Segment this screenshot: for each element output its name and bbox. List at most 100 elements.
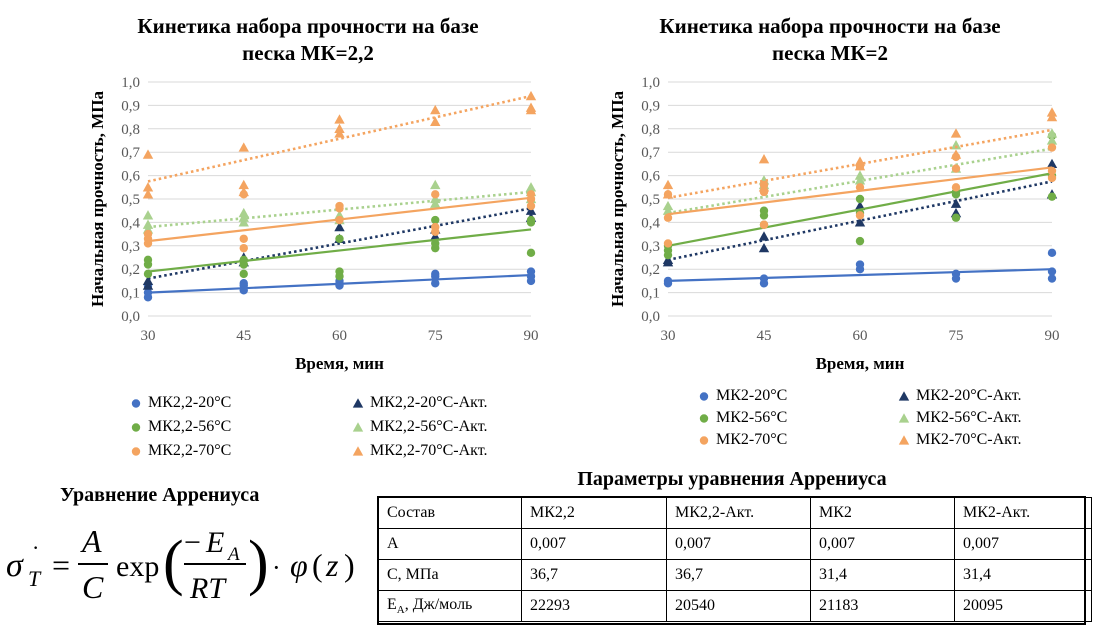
left-chart-legend-item: МК2,2-70°C-Акт. [352, 441, 488, 461]
right-chart-y-tick-label: 0,2 [641, 262, 660, 278]
svg-text:·: · [32, 535, 39, 560]
left-chart-y-axis-label: Начальная прочность, МПа [88, 91, 107, 307]
left-chart-legend-label: МК2,2-56°C [148, 418, 232, 435]
right-chart-data-point [758, 231, 770, 241]
ea-sub: A [396, 604, 405, 617]
right-chart-data-point [759, 206, 769, 215]
arrhenius-params-table: Состав МК2,2 МК2,2-Акт. МК2 МК2-Акт. A 0… [378, 497, 1092, 622]
right-chart-data-point [759, 220, 769, 229]
table-cell: 31,4 [810, 559, 955, 591]
right-chart-data-point [662, 200, 674, 211]
svg-text:=: = [52, 547, 70, 583]
left-chart-data-point [430, 116, 441, 126]
left-chart-legend-marker [352, 446, 364, 456]
right-chart-legend-label: МК2-56°C-Акт. [916, 409, 1022, 426]
left-chart-data-point [526, 201, 536, 211]
right-chart-legend-item: МК2-70°C-Акт. [898, 430, 1022, 450]
left-chart-data-point [431, 222, 440, 232]
left-chart-legend-marker [131, 399, 141, 408]
right-chart-legend-label: МК2-20°C [716, 387, 788, 404]
left-chart-legend-marker-shape [352, 446, 364, 456]
left-chart-data-point [143, 229, 153, 239]
left-chart-x-tick-label: 45 [236, 328, 251, 344]
left-chart-data-point [431, 269, 440, 279]
left-chart-legend-item: МК2,2-20°C-Акт. [352, 393, 488, 413]
right-chart-x-tick-label: 30 [661, 328, 676, 344]
left-chart-trendline [147, 94, 532, 183]
left-chart-data-point [431, 190, 440, 199]
table-cell: 36,7 [666, 559, 811, 591]
left-chart-data-point [526, 267, 536, 276]
right-chart-legend-item: МК2-20°C [698, 386, 787, 406]
left-chart-x-tick-label: 60 [332, 328, 347, 344]
table-cell: 0,007 [954, 528, 1092, 560]
table-cell: 22293 [521, 590, 667, 622]
right-chart-legend-label: МК2-70°C [716, 431, 788, 448]
left-chart-data-point [334, 114, 345, 124]
right-chart-trendline [667, 180, 1053, 262]
right-chart-legend-marker-shape [699, 436, 709, 445]
svg-text:σ: σ [6, 547, 24, 584]
right-chart-y-axis-label: Начальная прочность, МПа [608, 91, 627, 307]
right-chart-x-tick-label: 75 [949, 328, 964, 344]
left-chart-data-point [238, 212, 249, 222]
right-chart-data-point [1046, 107, 1058, 117]
right-chart-data-point [1047, 274, 1057, 283]
left-chart-trendline [147, 190, 532, 229]
right-chart-data-point [950, 198, 962, 208]
right-chart-data-point [951, 183, 961, 192]
left-chart-y-tick-label: 0,6 [121, 169, 140, 185]
left-chart-data-point [142, 189, 154, 199]
svg-text:): ) [248, 529, 269, 597]
svg-text:exp: exp [116, 550, 159, 583]
right-chart-legend-marker [898, 435, 910, 445]
left-chart-title: Кинетика набора прочности на базе песка … [88, 13, 528, 67]
left-chart-data-point [335, 201, 344, 211]
left-chart-x-tick-label: 75 [428, 328, 443, 344]
table-cell: A [378, 528, 522, 560]
left-chart-legend-label: МК2,2-70°C [148, 442, 232, 459]
right-chart-data-point [855, 194, 865, 204]
svg-text:A: A [80, 523, 102, 559]
left-chart-data-point [142, 149, 154, 159]
left-chart-data-point [238, 179, 249, 190]
left-chart-data-point [239, 279, 248, 288]
svg-text:RT: RT [189, 572, 227, 605]
left-chart-data-point [239, 234, 248, 243]
left-chart-data-point [238, 186, 249, 197]
right-chart-legend-label: МК2-56°C [716, 409, 788, 426]
svg-text:z: z [325, 547, 339, 583]
right-chart-data-point [758, 154, 770, 164]
right-chart-data-point [663, 276, 673, 286]
left-chart-legend-marker-shape [352, 398, 364, 408]
right-chart-legend-marker [699, 436, 709, 445]
table-row: EA, Дж/моль 22293 20540 21183 20095 [378, 590, 1092, 622]
right-chart-x-tick-label: 60 [853, 328, 868, 344]
right-chart-legend-marker [699, 414, 709, 423]
table-header-cell: МК2,2 [521, 497, 667, 529]
left-chart: 0,0 0,1 0,2 0,3 0,4 0,5 0,6 0,7 0,8 0,9 1,0 30 45 60 7… [88, 75, 539, 373]
right-chart-legend-label: МК2-20°C-Акт. [916, 387, 1022, 404]
left-chart-data-point [239, 243, 248, 253]
right-chart-legend-marker-shape [898, 435, 910, 445]
left-chart-y-tick-label: 0,1 [121, 286, 140, 302]
left-chart-legend-marker-shape [352, 422, 364, 432]
left-chart-data-point [142, 210, 154, 220]
left-chart-y-tick-label: 0,2 [121, 262, 140, 278]
left-chart-data-point [430, 104, 441, 115]
left-chart-legend-marker-shape [131, 399, 141, 408]
table-header-row: Состав МК2,2 МК2,2-Акт. МК2 МК2-Акт. [378, 497, 1092, 529]
table-cell: C, МПа [378, 559, 522, 591]
right-chart-data-point [759, 274, 769, 283]
right-chart-y-tick-label: 0,9 [641, 98, 660, 114]
right-chart-x-tick-label: 90 [1045, 328, 1060, 344]
right-chart-data-point [854, 200, 866, 211]
right-chart-data-point [854, 156, 866, 166]
right-chart-y-tick-label: 0,5 [641, 192, 660, 208]
svg-text:A: A [226, 544, 240, 565]
left-chart-data-point [238, 142, 249, 152]
left-chart-data-point [142, 219, 154, 229]
right-chart-title-line1: Кинетика набора прочности на базе [659, 14, 1001, 38]
right-chart: 0,0 0,1 0,2 0,3 0,4 0,5 0,6 0,7 0,8 0,9 1,0 30 45 60 7… [608, 75, 1060, 373]
right-chart-y-tick-label: 0,0 [641, 309, 660, 325]
